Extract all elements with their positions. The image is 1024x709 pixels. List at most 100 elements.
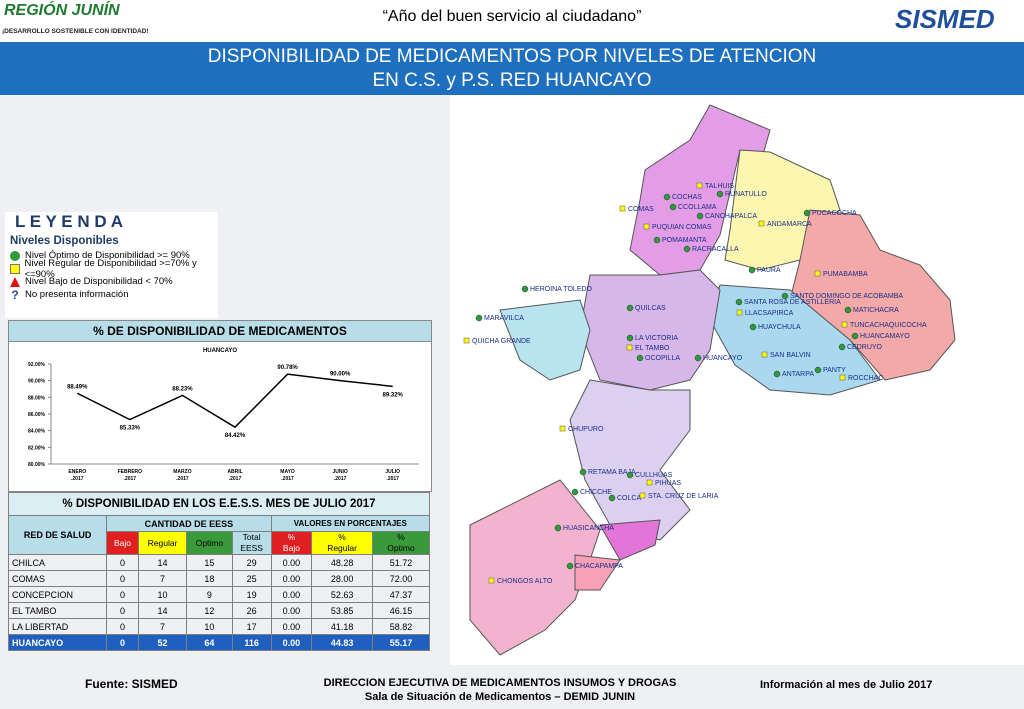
value-label: 88.49% [67, 384, 88, 390]
header-cell: % Optimo [371, 531, 431, 555]
legend-symbol [10, 276, 20, 287]
source: Fuente: SISMED [85, 677, 178, 691]
map-label: COLCA [617, 495, 641, 502]
x-tick-label: JUNIO .2017 [332, 469, 348, 482]
table-cell: 9 [186, 586, 233, 603]
header-cell: VALORES EN PORCENTAJES [270, 515, 431, 532]
value-label: 88.23% [172, 386, 193, 392]
site-marker [694, 354, 702, 362]
header-cell: RED DE SALUD [7, 515, 108, 555]
map-label: HUANCAMAYO [860, 333, 910, 340]
map-label: OCOPILLA [645, 355, 680, 362]
legend-item: Nivel Óptimo de Disponibilidad >= 90% [10, 249, 218, 262]
chart-panel-title: % DE DISPONIBILIDAD DE MEDICAMENTOS [9, 321, 431, 342]
table-row: EL TAMBO 0 14 12 26 0.00 53.85 46.15 [7, 602, 431, 619]
legend-label: Nivel Óptimo de Disponibilidad >= 90% [25, 250, 190, 261]
table-cell: CONCEPCION [7, 586, 108, 603]
legend-symbol [10, 263, 20, 274]
legend-label: Nivel Regular de Disponibilidad >=70% y … [24, 257, 197, 280]
map-label: PUMABAMBA [823, 271, 868, 278]
value-label: 89.32% [383, 392, 404, 398]
map-label: CULLHUAS [635, 472, 673, 479]
x-tick-label: MARZO .2017 [173, 469, 192, 482]
header: REGIÓN JUNÍN ¡DESARROLLO SOSTENIBLE CON … [0, 0, 1024, 42]
map-label: POMAMANTA [662, 237, 707, 244]
header-cell: % Regular [311, 531, 373, 555]
table-cell: CHILCA [7, 554, 108, 571]
site-marker [639, 492, 646, 499]
y-tick-label: 92.00% [28, 362, 46, 368]
value-label: 85.33% [120, 426, 141, 432]
table-cell: COMAS [7, 570, 108, 587]
x-tick-label: FEBRERO .2017 [117, 469, 143, 482]
table-cell: 25 [231, 570, 272, 587]
map-label: COCHAS [672, 194, 702, 201]
map-label: PUQUIAN COMAS [652, 224, 712, 231]
table-row: LA LIBERTAD 0 7 10 17 0.00 41.18 58.82 [7, 618, 431, 635]
site-marker [571, 488, 579, 496]
site-marker [773, 370, 781, 378]
table-cell: 0.00 [270, 602, 313, 619]
value-label: 90.00% [330, 372, 351, 378]
table-cell: 52.63 [311, 586, 373, 603]
table-cell: 26 [231, 602, 272, 619]
site-marker [653, 236, 661, 244]
y-tick-label: 84.00% [28, 429, 46, 435]
site-marker [844, 306, 852, 314]
table-cell: 0.00 [270, 618, 313, 635]
map-label: CHUPURO [568, 426, 604, 433]
map-label: EL TAMBO [635, 345, 670, 352]
table-cell: 53.85 [311, 602, 373, 619]
table-cell: 58.82 [371, 618, 431, 635]
region [629, 104, 771, 276]
map-label: LLACSAPIRCA [745, 310, 794, 317]
table-cell: 64 [186, 634, 233, 651]
site-marker [579, 468, 587, 476]
header-cell: % Bajo [270, 531, 313, 555]
table-cell: 14 [137, 554, 188, 571]
table-cell: 15 [186, 554, 233, 571]
map-label: ANTARPA [782, 371, 814, 378]
table-cell: 55.17 [371, 634, 431, 651]
site-marker [748, 266, 756, 274]
map-label: CCOLLAMA [678, 204, 717, 211]
legend-title: L E Y E N D A [15, 212, 124, 231]
title-line: DISPONIBILIDAD DE MEDICAMENTOS POR NIVEL… [207, 46, 817, 67]
table-cell: 0.00 [270, 586, 313, 603]
table-cell: 17 [231, 618, 272, 635]
table-cell: 0.00 [270, 570, 313, 587]
x-tick-label: ENERO .2017 [68, 469, 87, 482]
table-cell: 0 [106, 618, 139, 635]
site-marker [626, 304, 634, 312]
map-label: RUNATULLO [725, 191, 767, 198]
x-tick-label: ABRIL .2017 [227, 469, 243, 482]
table-cell: 28.00 [311, 570, 373, 587]
logo-right: SISMED [895, 4, 995, 34]
map-label: PIHUAS [655, 480, 681, 487]
y-tick-label: 90.00% [28, 379, 46, 385]
value-label: 90.78% [277, 365, 298, 371]
region [569, 379, 691, 541]
table-cell: 0 [106, 634, 139, 651]
map-label: PUCACOCHA [812, 210, 857, 217]
motto: “Año del buen servicio al ciudadano” [382, 8, 642, 25]
site-marker [781, 292, 789, 300]
site-marker [619, 205, 626, 212]
site-marker [554, 524, 562, 532]
map-label: TUNCACHAQUICOCHA [850, 322, 927, 329]
map-label: CHICCHE [580, 489, 612, 496]
table-row: CHILCA 0 14 15 29 0.00 48.28 51.72 [7, 554, 431, 571]
site-marker [851, 332, 859, 340]
map-regions [469, 104, 956, 656]
table-cell: 19 [231, 586, 272, 603]
header-cell: CANTIDAD DE EESS [106, 515, 272, 532]
region [579, 269, 721, 391]
site-marker [626, 334, 634, 342]
site-marker [841, 321, 848, 328]
map-label: HUAYCHULA [758, 324, 801, 331]
site-marker [643, 223, 650, 230]
title-banner: DISPONIBILIDAD DE MEDICAMENTOS POR NIVEL… [0, 42, 1024, 95]
region [709, 284, 881, 396]
